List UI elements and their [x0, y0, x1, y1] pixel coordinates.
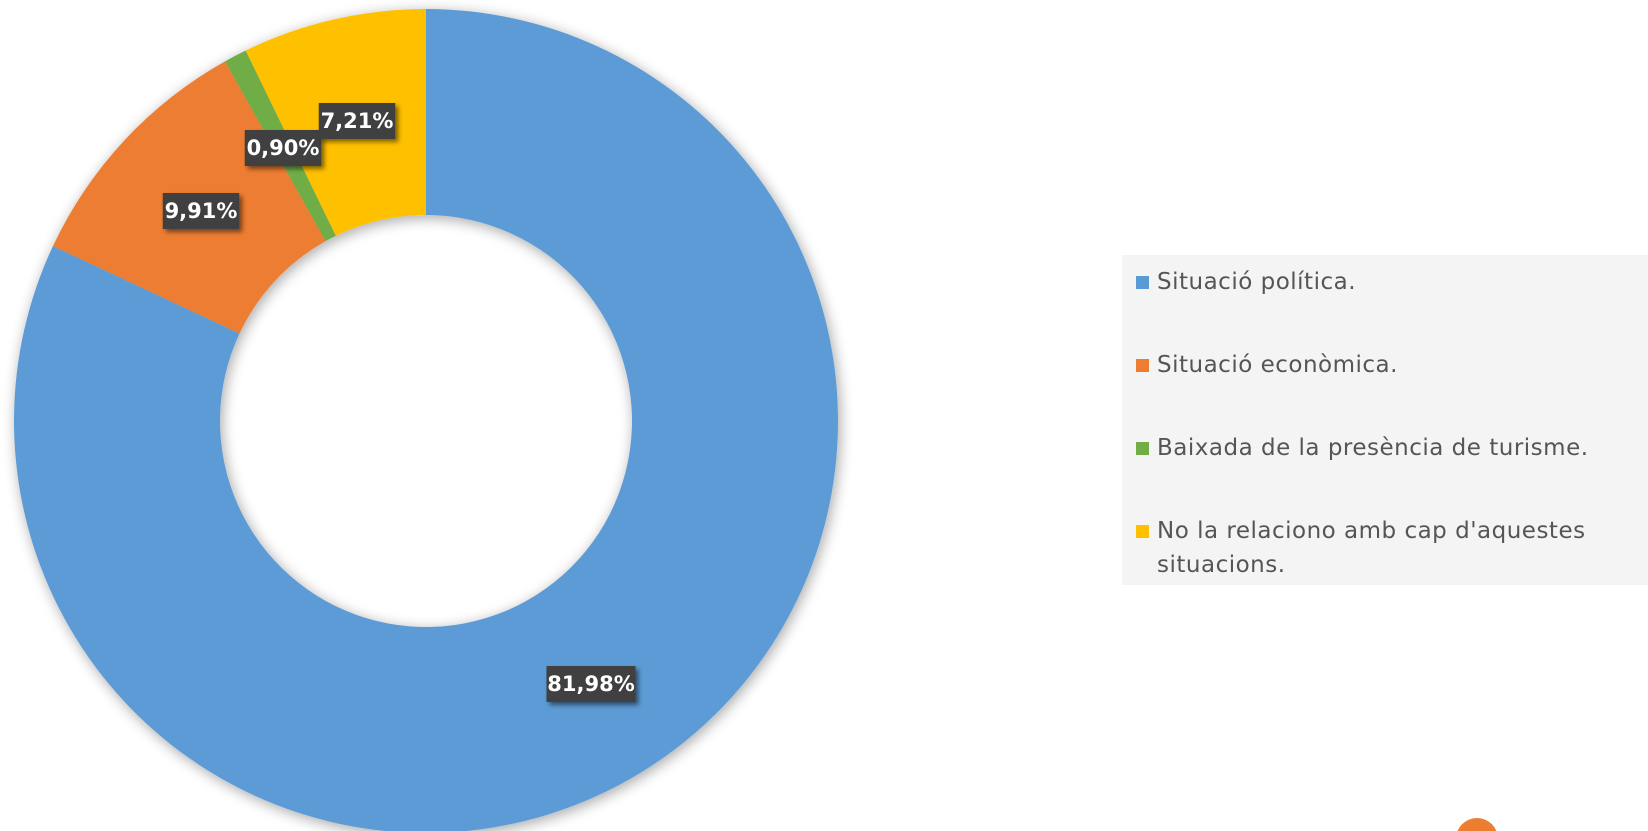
- legend-swatch: [1136, 276, 1149, 289]
- legend-label: Situació econòmica.: [1157, 352, 1398, 378]
- data-label-text: 9,91%: [165, 199, 238, 223]
- legend-swatch: [1136, 525, 1149, 538]
- legend-item-situacio-economica: Situació econòmica.: [1136, 348, 1637, 382]
- data-label-box: [244, 130, 322, 166]
- data-label: 0,90%: [244, 130, 322, 166]
- data-label-text: 81,98%: [547, 672, 634, 696]
- data-label-box: [162, 193, 240, 229]
- legend-swatch: [1136, 442, 1149, 455]
- data-label: 9,91%: [162, 193, 240, 229]
- legend: Situació política. Situació econòmica. B…: [1122, 255, 1648, 585]
- donut-chart: 81,98% 9,91% 0,90%7,21%: [14, 9, 838, 831]
- data-label-box: [546, 666, 636, 702]
- data-label-text: 0,90%: [247, 136, 320, 160]
- legend-swatch: [1136, 359, 1149, 372]
- data-label: 7,21%: [318, 103, 396, 139]
- data-label: 81,98%: [546, 666, 636, 702]
- legend-item-baixada-turisme: Baixada de la presència de turisme.: [1136, 431, 1637, 465]
- legend-label: Baixada de la presència de turisme.: [1157, 435, 1589, 461]
- donut-slice: [14, 9, 838, 831]
- legend-item-situacio-politica: Situació política.: [1136, 265, 1637, 299]
- data-labels: 81,98% 9,91% 0,90%7,21%: [162, 103, 636, 702]
- corner-decoration: [1456, 818, 1498, 831]
- legend-item-no-la-relaciono: No la relaciono amb cap d'aquestes situa…: [1136, 514, 1637, 582]
- legend-label: No la relaciono amb cap d'aquestes situa…: [1157, 518, 1586, 578]
- donut-slices: [14, 9, 838, 831]
- data-label-text: 7,21%: [321, 109, 394, 133]
- legend-label: Situació política.: [1157, 269, 1357, 295]
- data-label-box: [318, 103, 396, 139]
